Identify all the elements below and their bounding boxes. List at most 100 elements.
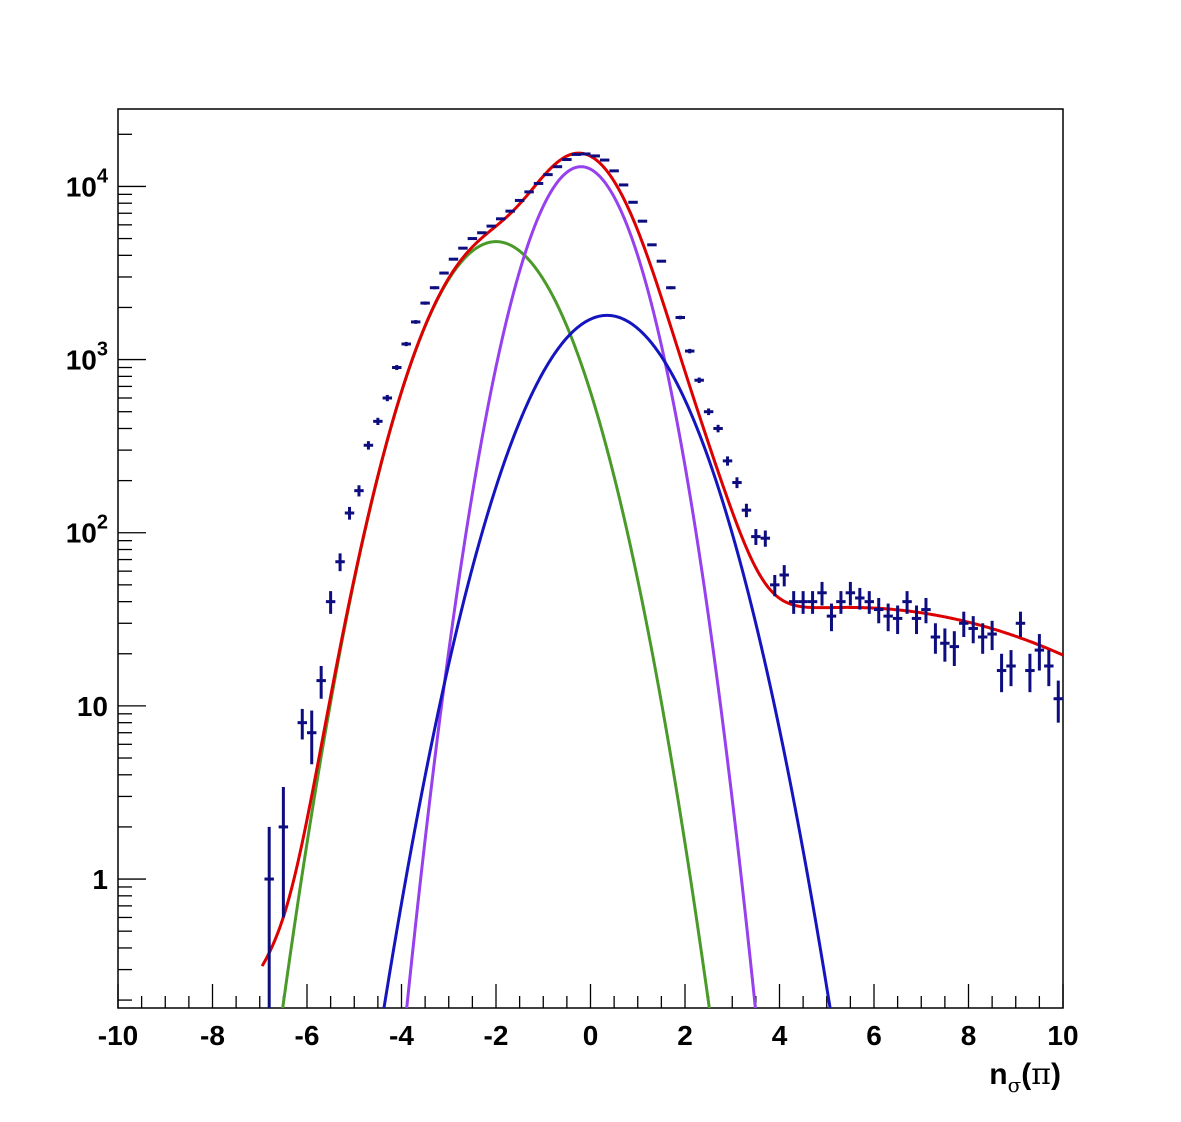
x-axis-ticks <box>117 984 1064 1008</box>
data-point <box>533 181 544 185</box>
data-point <box>713 424 723 433</box>
data-point <box>940 628 950 662</box>
data-point <box>996 653 1007 693</box>
y-tick-label: 104 <box>66 165 109 202</box>
data-point <box>505 209 515 213</box>
data-point <box>325 591 336 614</box>
y-tick-label: 102 <box>66 512 108 549</box>
y-tick-label: 1 <box>92 864 108 895</box>
data-point <box>760 530 771 547</box>
data-point <box>685 348 695 354</box>
fit-curve <box>260 151 1063 967</box>
data-point <box>798 591 808 614</box>
data-point <box>1044 650 1054 687</box>
data-point <box>344 506 355 520</box>
data-point <box>618 183 629 187</box>
data-point <box>552 165 563 169</box>
data-point <box>703 408 714 416</box>
data-point <box>524 190 534 194</box>
data-point <box>335 553 345 572</box>
data-point <box>581 152 591 156</box>
data-point <box>694 377 704 384</box>
data-point <box>373 417 383 425</box>
plot-frame <box>117 108 1064 1009</box>
data-point <box>571 152 582 156</box>
x-tick-label: -2 <box>484 1020 509 1051</box>
data-point <box>307 710 317 765</box>
data-point <box>316 665 326 699</box>
data-point <box>448 257 459 261</box>
data-point <box>401 341 411 347</box>
data-point <box>675 315 685 320</box>
data-point <box>959 611 969 637</box>
data-point <box>949 631 960 666</box>
x-tick-label: -4 <box>389 1020 414 1051</box>
data-point <box>647 243 657 247</box>
data-point <box>392 365 402 371</box>
x-axis-title-main: n <box>989 1058 1007 1091</box>
data-point <box>1025 653 1035 693</box>
fit-curve <box>405 165 757 1008</box>
data-point <box>874 597 884 624</box>
data-point <box>599 158 610 162</box>
data-point <box>410 320 421 324</box>
data-point <box>779 565 789 587</box>
x-tick-label: 8 <box>961 1020 977 1051</box>
data-point <box>968 616 978 644</box>
data-point <box>1053 680 1063 723</box>
data-point <box>486 224 496 228</box>
data-point <box>817 581 827 606</box>
x-axis-tick-labels: -10 -8 -6 -4 -2 0 2 4 6 8 10 <box>98 1020 1079 1051</box>
data-point <box>911 605 922 635</box>
x-tick-label: 6 <box>866 1020 882 1051</box>
data-point <box>1015 611 1026 637</box>
x-axis-title-symbol: π <box>1031 1057 1051 1092</box>
data-point <box>467 237 478 241</box>
x-tick-label: -10 <box>98 1020 138 1051</box>
data-point <box>1006 650 1016 687</box>
data-point <box>732 477 742 489</box>
data-point <box>420 301 430 305</box>
x-tick-label: -6 <box>295 1020 320 1051</box>
data-point <box>354 485 364 497</box>
data-point <box>297 708 307 740</box>
data-point <box>543 173 553 177</box>
x-tick-label: 4 <box>772 1020 788 1051</box>
data-point <box>363 441 374 450</box>
data-point <box>741 503 752 518</box>
data-point <box>496 217 506 221</box>
y-axis-ticks <box>118 133 146 1001</box>
x-tick-label: -8 <box>200 1020 225 1051</box>
x-tick-label: 2 <box>677 1020 693 1051</box>
x-axis-title-subscript: σ <box>1008 1073 1022 1097</box>
data-point <box>883 603 893 632</box>
data-point <box>590 154 600 158</box>
data-point <box>902 591 912 614</box>
data-point <box>278 787 289 918</box>
x-tick-label: 0 <box>583 1020 599 1051</box>
data-point <box>628 200 638 204</box>
data-point <box>722 456 733 466</box>
data-point <box>751 529 761 545</box>
data-point <box>826 603 837 632</box>
plot-area <box>260 151 1063 1008</box>
data-point <box>807 591 818 614</box>
data-point <box>921 597 931 624</box>
data-point <box>382 394 393 402</box>
data-point <box>788 591 799 614</box>
data-point <box>864 591 874 614</box>
data-point <box>656 259 667 263</box>
x-axis-title: nσ(π) <box>989 1057 1061 1097</box>
data-point <box>609 169 619 173</box>
x-tick-label: 10 <box>1047 1020 1078 1051</box>
data-point <box>930 623 941 654</box>
data-point <box>264 826 274 1008</box>
data-point <box>987 620 997 651</box>
x-axis-title-close-paren: ) <box>1051 1058 1061 1091</box>
data-point <box>458 246 468 250</box>
data-point <box>562 158 572 162</box>
data-point <box>845 581 856 606</box>
x-axis-title-open-paren: ( <box>1021 1058 1031 1091</box>
data-point <box>637 219 648 223</box>
